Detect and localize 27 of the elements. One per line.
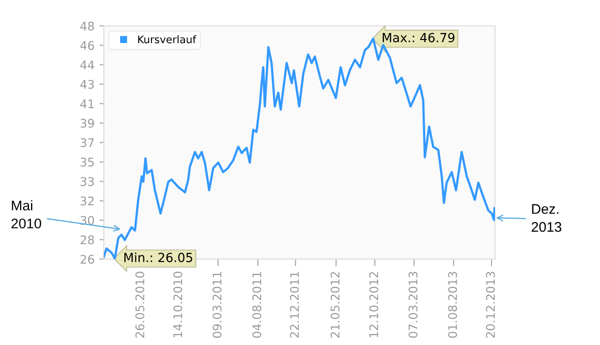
y-tick-label: 32 [80, 196, 94, 206]
annotation: Mai 2010 [12, 200, 42, 228]
y-tick-label: 35 [80, 158, 94, 167]
y-tick-label: 46 [80, 41, 94, 50]
x-tick-label: 26.05.2010 [135, 272, 144, 338]
annotation: Min.: 26.05 [124, 252, 192, 262]
y-tick-label: 41 [80, 99, 94, 108]
y-tick-label: 28 [80, 235, 94, 244]
x-tick-label: 22.12.2011 [290, 272, 299, 338]
x-tick-label: 07.03.2013 [408, 272, 418, 338]
y-tick-label: 26 [80, 254, 94, 264]
y-tick-label: 48 [80, 22, 94, 31]
x-tick-label: 20.12.2013 [486, 272, 495, 338]
y-tick-label: 33 [80, 177, 94, 186]
x-tick-label: 21.05.2012 [330, 272, 340, 338]
y-tick-label: 39 [80, 118, 94, 128]
x-tick-label: 09.03.2011 [212, 272, 222, 338]
x-tick-label: 01.08.2013 [448, 272, 458, 338]
x-tick-label: 04.08.2011 [252, 272, 262, 338]
legend-label: Kursverlauf [138, 35, 196, 44]
annotation: Max.: 46.79 [382, 32, 454, 42]
annotation: Dez. 2013 [532, 204, 562, 232]
y-tick-label: 44 [80, 60, 94, 70]
y-tick-label: 37 [80, 138, 94, 148]
x-tick-label: 12.10.2012 [369, 272, 378, 338]
x-tick-label: 14.10.2010 [173, 272, 182, 338]
y-tick-label: 43 [80, 80, 94, 89]
